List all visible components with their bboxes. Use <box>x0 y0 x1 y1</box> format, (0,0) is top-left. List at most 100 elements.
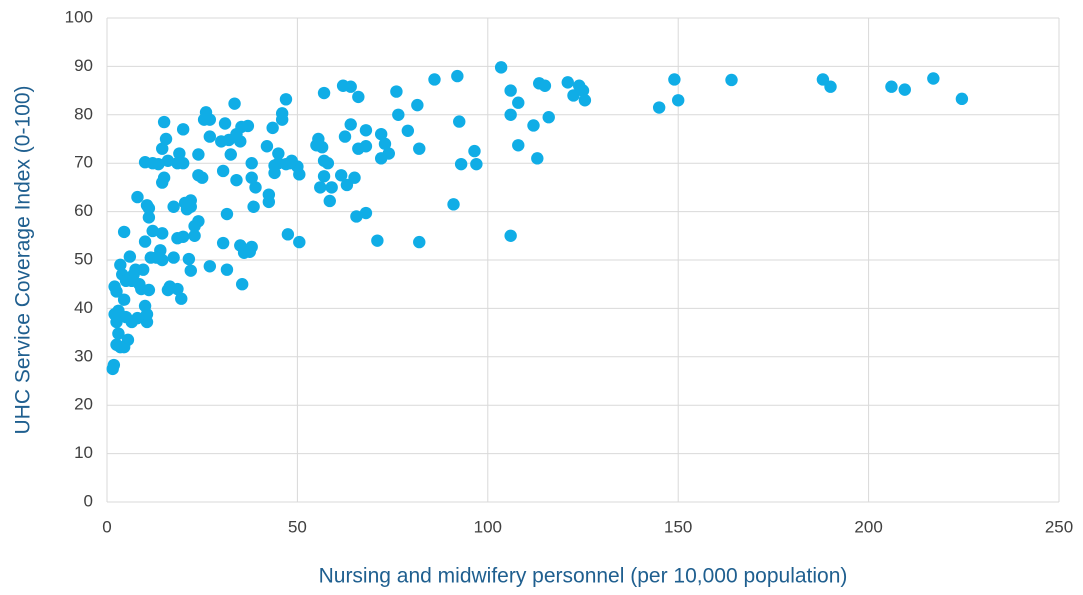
point <box>512 96 525 109</box>
point <box>538 79 552 92</box>
point <box>234 239 247 252</box>
point <box>192 169 205 182</box>
point <box>378 137 392 151</box>
point <box>334 169 348 182</box>
point <box>275 113 289 126</box>
point <box>203 260 217 273</box>
point <box>262 195 276 209</box>
point <box>352 90 365 104</box>
point <box>140 308 154 321</box>
point <box>156 227 169 240</box>
point <box>453 115 466 128</box>
point <box>285 154 298 167</box>
point <box>110 285 123 298</box>
point <box>824 80 837 93</box>
point <box>245 157 258 170</box>
y-tick-label: 10 <box>74 443 93 462</box>
point <box>955 92 969 106</box>
x-tick-label: 150 <box>664 517 692 536</box>
point <box>175 292 188 305</box>
point <box>178 196 192 210</box>
point <box>340 178 354 192</box>
point <box>117 293 131 306</box>
point <box>230 173 243 187</box>
point <box>576 84 590 97</box>
point <box>542 111 555 124</box>
x-tick-label: 250 <box>1045 517 1073 536</box>
point <box>390 85 403 98</box>
point <box>171 157 184 170</box>
point <box>527 119 540 132</box>
point <box>138 156 152 169</box>
point <box>272 147 285 160</box>
point <box>173 147 186 160</box>
point <box>131 190 144 204</box>
point <box>228 97 241 110</box>
point <box>188 219 201 233</box>
point <box>108 308 121 321</box>
point <box>184 264 197 277</box>
point <box>352 142 365 155</box>
point <box>156 142 169 155</box>
point <box>249 181 262 194</box>
point <box>725 73 738 87</box>
point <box>146 224 159 238</box>
point <box>314 181 327 194</box>
point <box>338 130 352 143</box>
point <box>447 198 460 211</box>
y-axis-title: UHC Service Coverage Index (0-100) <box>12 86 35 435</box>
point <box>392 108 405 122</box>
point <box>119 274 133 288</box>
x-tick-label: 50 <box>288 517 307 536</box>
x-tick-label: 0 <box>102 517 111 536</box>
y-tick-label: 0 <box>84 491 93 510</box>
y-tick-label: 60 <box>74 201 93 220</box>
point <box>401 124 415 137</box>
point <box>106 362 119 376</box>
point <box>317 154 331 167</box>
point <box>512 139 525 152</box>
point <box>359 124 373 137</box>
point <box>468 144 481 158</box>
point <box>161 154 175 167</box>
point <box>344 118 357 131</box>
point <box>317 86 331 100</box>
point <box>123 250 137 263</box>
point <box>247 200 260 213</box>
point <box>144 251 157 264</box>
point <box>350 210 363 223</box>
point <box>161 283 175 297</box>
x-axis-title: Nursing and midwifery personnel (per 10,… <box>319 565 848 588</box>
point <box>281 228 295 241</box>
y-tick-label: 50 <box>74 249 93 268</box>
point <box>428 73 441 86</box>
point <box>504 108 517 122</box>
point <box>470 157 483 171</box>
point <box>142 211 156 224</box>
point <box>216 164 230 178</box>
y-tick-label: 80 <box>74 104 93 123</box>
x-tick-label: 200 <box>854 517 882 536</box>
point <box>140 199 154 212</box>
point <box>413 142 426 155</box>
point <box>159 132 173 146</box>
point <box>567 89 580 102</box>
point <box>494 61 508 74</box>
point <box>114 340 127 354</box>
point <box>266 121 279 135</box>
point <box>171 232 184 245</box>
point <box>672 94 685 107</box>
point <box>176 123 190 136</box>
point <box>310 139 323 152</box>
point <box>218 117 232 130</box>
point <box>215 135 228 148</box>
x-tick-label: 100 <box>474 517 502 536</box>
point <box>451 69 464 83</box>
point <box>325 181 338 194</box>
point <box>260 140 274 153</box>
point <box>188 229 201 242</box>
point <box>411 98 424 112</box>
point <box>157 115 171 129</box>
point <box>279 93 293 106</box>
